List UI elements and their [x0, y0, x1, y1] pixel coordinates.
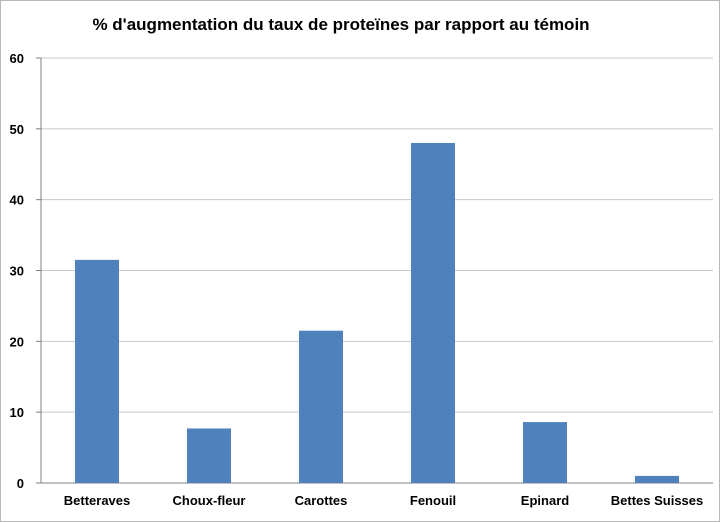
- y-tick-label: 0: [17, 476, 24, 491]
- y-tick-label: 10: [10, 405, 24, 420]
- x-tick-label: Choux-fleur: [173, 493, 246, 508]
- y-tick-label: 60: [10, 51, 24, 66]
- bar-choux-fleur: [187, 428, 231, 483]
- bar-betteraves: [75, 259, 119, 483]
- bar-bettes-suisses: [635, 475, 679, 483]
- x-tick-label: Betteraves: [64, 493, 131, 508]
- y-tick-label: 40: [10, 193, 24, 208]
- y-tick-label: 30: [10, 264, 24, 279]
- y-tick-label: 20: [10, 334, 24, 349]
- bar-fenouil: [411, 143, 455, 483]
- y-tick-label: 50: [10, 122, 24, 137]
- chart-title: % d'augmentation du taux de proteïnes pa…: [92, 15, 590, 34]
- x-tick-label: Carottes: [295, 493, 348, 508]
- x-tick-label: Fenouil: [410, 493, 456, 508]
- bar-carottes: [299, 330, 343, 483]
- bar-epinard: [523, 422, 567, 483]
- x-tick-label: Epinard: [521, 493, 569, 508]
- x-tick-label: Bettes Suisses: [611, 493, 704, 508]
